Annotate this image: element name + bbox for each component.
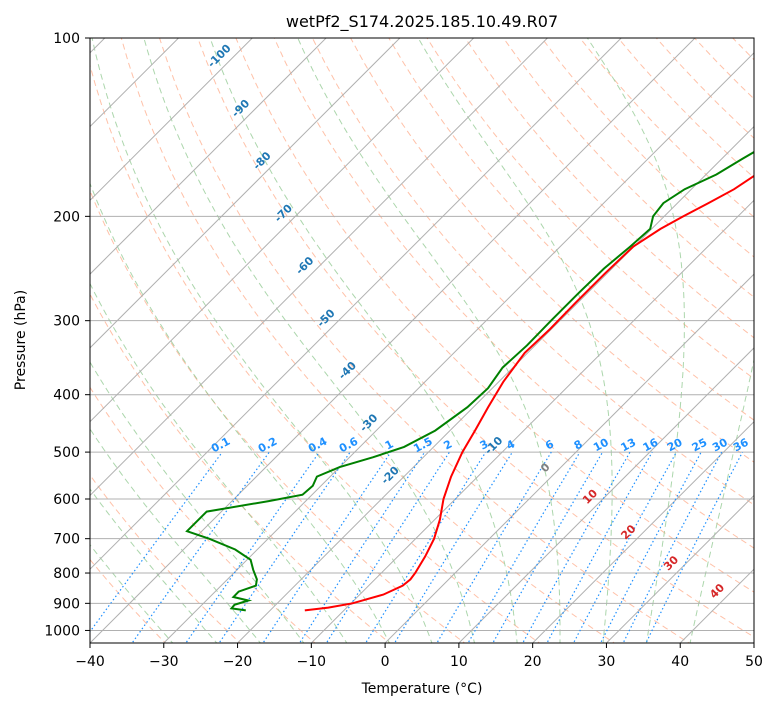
y-axis: 100 200 300 400 500 600 700 800 900 1000 xyxy=(44,31,90,639)
dry-adiabat xyxy=(235,38,754,593)
mixing-ratio-label: 10 xyxy=(591,436,611,455)
isotherm-line xyxy=(90,38,254,202)
mixing-ratio-line xyxy=(185,451,320,643)
x-tick-label: −20 xyxy=(223,654,253,670)
y-tick-label: 900 xyxy=(53,596,80,612)
y-tick-label: 100 xyxy=(53,31,80,47)
dry-adiabat xyxy=(159,38,691,643)
isotherm-line xyxy=(384,273,754,643)
isotherm-line xyxy=(236,125,754,643)
moist-adiabat xyxy=(90,182,390,643)
isotherm-line xyxy=(458,347,754,643)
dry-adiabat xyxy=(197,38,754,638)
dry-adiabat xyxy=(90,189,466,643)
y-tick-label: 200 xyxy=(53,209,80,225)
mixing-ratio-line xyxy=(90,451,223,633)
y-tick-label: 400 xyxy=(53,388,80,404)
mixing-ratio-line xyxy=(467,451,581,643)
isotherm-line xyxy=(90,38,622,570)
x-tick-label: 0 xyxy=(381,654,390,670)
mixing-ratio-line xyxy=(622,451,723,643)
mixing-ratio-label: 36 xyxy=(731,436,751,455)
mixing-ratio-line xyxy=(325,451,450,643)
background-lines xyxy=(90,38,754,643)
x-tick-label: −40 xyxy=(75,654,105,670)
mixing-ratio-label: 16 xyxy=(641,436,661,455)
y-axis-label: Pressure (hPa) xyxy=(13,290,29,390)
y-tick-label: 1000 xyxy=(44,623,80,639)
x-tick-label: 50 xyxy=(745,654,763,670)
temperature-profile xyxy=(304,174,754,612)
y-tick-label: 500 xyxy=(53,445,80,461)
isotherm-line xyxy=(90,38,696,643)
chart-title: wetPf2_S174.2025.185.10.49.R07 xyxy=(286,12,558,32)
mixing-ratio-label: 20 xyxy=(665,436,685,455)
mixing-ratio-line xyxy=(599,451,702,643)
x-tick-label: −30 xyxy=(149,654,179,670)
isotherm-line xyxy=(531,420,754,643)
mixing-ratio-line xyxy=(298,451,426,643)
y-tick-label: 800 xyxy=(53,566,80,582)
isotherm-line xyxy=(90,38,549,497)
isotherm-line xyxy=(90,38,401,349)
mixing-ratio-line xyxy=(262,451,392,643)
dry-adiabat xyxy=(311,38,754,506)
mixing-ratio-line xyxy=(572,451,677,643)
isotherm-line xyxy=(605,494,754,643)
x-tick-label: 40 xyxy=(671,654,689,670)
isotherm-line xyxy=(310,199,754,643)
plot-frame xyxy=(89,37,755,644)
mixing-ratio-label: 13 xyxy=(619,436,639,455)
x-tick-label: −10 xyxy=(297,654,327,670)
dry-adiabat xyxy=(273,38,754,549)
isotherm-line xyxy=(90,38,475,423)
dry-adiabat xyxy=(350,38,754,463)
mixing-ratio-label: 30 xyxy=(710,436,730,455)
mixing-ratio-line xyxy=(364,451,487,643)
y-tick-label: 600 xyxy=(53,492,80,508)
x-axis: −40 −30 −20 −10 0 10 20 30 40 50 xyxy=(75,643,763,670)
y-tick-label: 300 xyxy=(53,314,80,330)
isotherm-line xyxy=(90,38,327,275)
plot-area xyxy=(90,38,754,643)
dewpoint-profile xyxy=(185,150,754,612)
mixing-ratio-label: 25 xyxy=(690,436,710,455)
x-tick-label: 20 xyxy=(524,654,542,670)
x-axis-label: Temperature (°C) xyxy=(361,681,483,697)
x-tick-label: 30 xyxy=(598,654,616,670)
mixing-ratio-line xyxy=(218,451,351,643)
mixing-ratio-line xyxy=(131,451,270,643)
x-tick-label: 10 xyxy=(450,654,468,670)
mixing-ratio-line xyxy=(393,451,513,643)
y-tick-label: 700 xyxy=(53,532,80,548)
isotherm-line xyxy=(163,52,754,643)
profile-lines xyxy=(185,150,754,612)
